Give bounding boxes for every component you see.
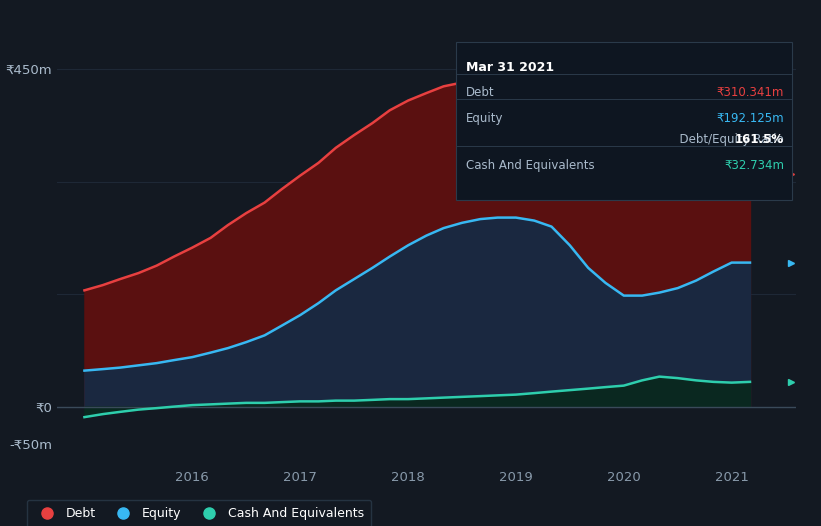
Text: Cash And Equivalents: Cash And Equivalents xyxy=(466,159,594,173)
Text: Mar 31 2021: Mar 31 2021 xyxy=(466,61,553,74)
Text: ₹310.341m: ₹310.341m xyxy=(717,86,784,99)
Text: ₹192.125m: ₹192.125m xyxy=(717,112,784,125)
Legend: Debt, Equity, Cash And Equivalents: Debt, Equity, Cash And Equivalents xyxy=(27,500,371,526)
Text: ₹32.734m: ₹32.734m xyxy=(724,159,784,173)
Text: 161.5%: 161.5% xyxy=(735,133,784,146)
Text: Debt/Equity Ratio: Debt/Equity Ratio xyxy=(672,133,784,146)
Text: Debt: Debt xyxy=(466,86,494,99)
Text: Equity: Equity xyxy=(466,112,503,125)
